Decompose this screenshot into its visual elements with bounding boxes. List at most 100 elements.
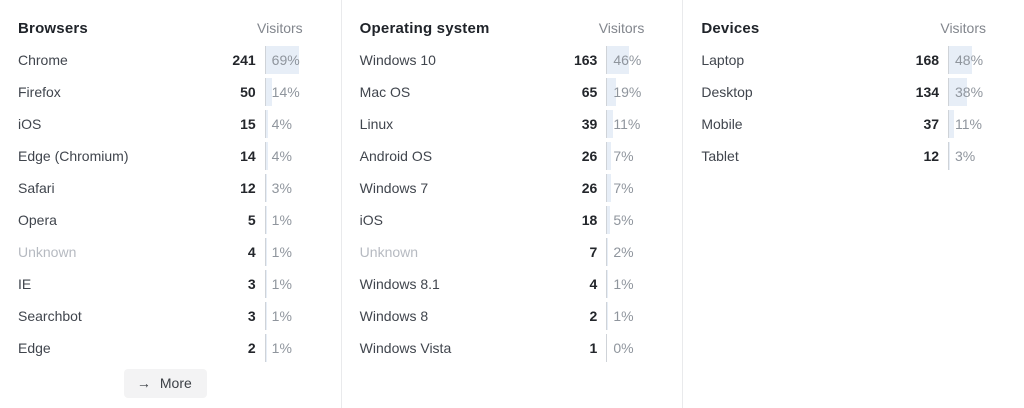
row-percent: 1% xyxy=(271,212,292,228)
percent-cell: 14% xyxy=(264,78,313,106)
section-rows: Laptop 168 48% Desktop 134 38% Mobile 37… xyxy=(701,44,996,172)
table-row: Linux 39 11% xyxy=(360,108,655,140)
row-label: Chrome xyxy=(18,52,68,68)
row-percent: 3% xyxy=(955,148,976,164)
row-values: 4 1% xyxy=(222,238,313,266)
row-percent: 4% xyxy=(271,116,292,132)
row-count: 5 xyxy=(247,212,256,228)
percent-bar xyxy=(607,78,617,106)
table-row: Android OS 26 7% xyxy=(360,140,655,172)
row-count: 168 xyxy=(915,52,940,68)
percent-bar xyxy=(607,238,609,266)
row-values: 50 14% xyxy=(222,78,313,106)
row-percent: 0% xyxy=(613,340,634,356)
row-count: 2 xyxy=(247,340,256,356)
row-percent: 5% xyxy=(613,212,634,228)
row-values: 3 1% xyxy=(222,302,313,330)
row-label: Unknown xyxy=(18,244,77,260)
row-count: 7 xyxy=(589,244,598,260)
stats-section: Devices Visitors Laptop 168 48% Desktop … xyxy=(682,0,1024,408)
table-row: Mobile 37 11% xyxy=(701,108,996,140)
table-row: Chrome 241 69% xyxy=(18,44,313,76)
percent-bar xyxy=(949,142,951,170)
percent-cell: 11% xyxy=(606,110,654,138)
row-values: 12 3% xyxy=(222,174,313,202)
row-label: Edge xyxy=(18,340,51,356)
row-label: Windows 7 xyxy=(359,180,429,196)
percent-bar xyxy=(607,142,611,170)
row-percent: 69% xyxy=(271,52,300,68)
stats-section: Browsers Visitors Chrome 241 69% Firefox… xyxy=(0,0,341,408)
section-rows: Chrome 241 69% Firefox 50 14% iOS 15 4% xyxy=(18,44,313,364)
visitors-header: Visitors xyxy=(598,20,645,36)
table-row: Firefox 50 14% xyxy=(18,76,313,108)
percent-cell: 1% xyxy=(264,270,313,298)
percent-bar xyxy=(265,78,273,106)
row-label: Mobile xyxy=(701,116,743,132)
percent-cell: 5% xyxy=(606,206,654,234)
row-count: 50 xyxy=(240,84,256,100)
section-header: Operating system Visitors xyxy=(360,12,655,44)
row-count: 2 xyxy=(589,308,598,324)
more-button[interactable]: → More xyxy=(123,369,207,398)
percent-cell: 7% xyxy=(606,142,654,170)
row-count: 65 xyxy=(581,84,598,100)
row-label: iOS xyxy=(18,116,42,132)
row-count: 241 xyxy=(232,52,256,68)
percent-cell: 3% xyxy=(264,174,313,202)
table-row: Mac OS 65 19% xyxy=(360,76,655,108)
row-count: 4 xyxy=(247,244,256,260)
more-button-label: More xyxy=(159,375,192,391)
row-count: 26 xyxy=(581,180,598,196)
row-count: 18 xyxy=(581,212,598,228)
row-percent: 19% xyxy=(613,84,642,100)
percent-bar xyxy=(265,110,268,138)
percent-cell: 1% xyxy=(264,238,313,266)
row-count: 163 xyxy=(573,52,598,68)
row-values: 15 4% xyxy=(222,110,313,138)
row-label: Firefox xyxy=(18,84,61,100)
row-percent: 38% xyxy=(955,84,984,100)
percent-cell: 2% xyxy=(606,238,654,266)
percent-bar xyxy=(949,78,968,106)
percent-cell: 0% xyxy=(606,334,654,362)
table-row: Laptop 168 48% xyxy=(701,44,996,76)
row-values: 39 11% xyxy=(563,110,654,138)
table-row: Opera 5 1% xyxy=(18,204,313,236)
stats-section: Operating system Visitors Windows 10 163… xyxy=(340,0,683,408)
row-count: 26 xyxy=(581,148,598,164)
row-percent: 1% xyxy=(271,340,292,356)
row-values: 3 1% xyxy=(222,270,313,298)
row-values: 26 7% xyxy=(563,174,654,202)
percent-cell: 4% xyxy=(264,142,313,170)
row-count: 12 xyxy=(240,180,256,196)
row-values: 163 46% xyxy=(563,46,654,74)
more-button-row: → More xyxy=(18,364,313,408)
row-values: 168 48% xyxy=(905,46,996,74)
section-header: Devices Visitors xyxy=(701,12,996,44)
row-label: Windows 8 xyxy=(359,308,429,324)
percent-cell: 1% xyxy=(606,302,654,330)
row-count: 134 xyxy=(915,84,940,100)
table-row: Windows 8 2 1% xyxy=(360,300,655,332)
row-count: 3 xyxy=(247,276,256,292)
table-row: Windows 7 26 7% xyxy=(360,172,655,204)
row-percent: 11% xyxy=(955,116,982,132)
section-title: Browsers xyxy=(18,19,88,37)
row-percent: 1% xyxy=(613,276,634,292)
row-label: Opera xyxy=(18,212,57,228)
table-row: Unknown 4 1% xyxy=(18,236,313,268)
visitors-header: Visitors xyxy=(940,20,987,36)
table-row: Windows 10 163 46% xyxy=(360,44,655,76)
visitors-header: Visitors xyxy=(257,20,303,36)
table-row: Searchbot 3 1% xyxy=(18,300,313,332)
row-percent: 11% xyxy=(613,116,641,132)
row-count: 3 xyxy=(247,308,256,324)
row-values: 14 4% xyxy=(222,142,313,170)
row-label: Linux xyxy=(359,116,394,132)
row-percent: 1% xyxy=(271,308,292,324)
table-row: Windows Vista 1 0% xyxy=(360,332,655,364)
row-values: 65 19% xyxy=(563,78,654,106)
percent-bar xyxy=(607,46,630,74)
row-count: 1 xyxy=(589,340,598,356)
